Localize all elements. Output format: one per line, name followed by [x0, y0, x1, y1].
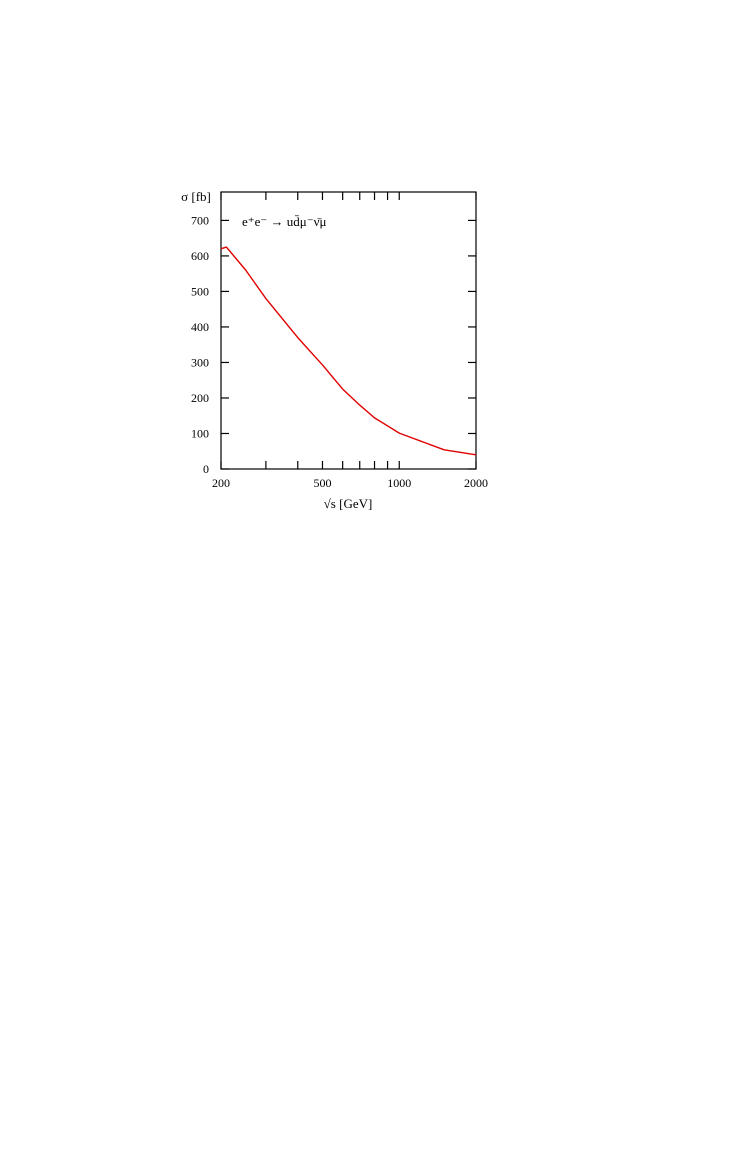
y-tick-label: 700 [191, 213, 209, 227]
plot-frame [220, 191, 477, 470]
x-tick-label: 2000 [464, 476, 488, 490]
y-tick-label: 200 [191, 391, 209, 405]
data-line [220, 246, 477, 456]
y-tick-label: 0 [203, 462, 209, 476]
y-tick-label: 600 [191, 249, 209, 263]
y-axis-label: σ [fb] [181, 189, 211, 204]
x-axis-label: √s [GeV] [324, 496, 373, 511]
y-tick-label: 300 [191, 355, 209, 369]
x-tick-label: 1000 [387, 476, 411, 490]
annotation: e⁺e⁻ → ud̄μ⁻ν̄μ [242, 214, 326, 229]
y-tick-label: 500 [191, 284, 209, 298]
x-tick-label: 200 [212, 476, 230, 490]
x-tick-label: 500 [313, 476, 331, 490]
y-tick-label: 400 [191, 320, 209, 334]
y-tick-label: 100 [191, 426, 209, 440]
